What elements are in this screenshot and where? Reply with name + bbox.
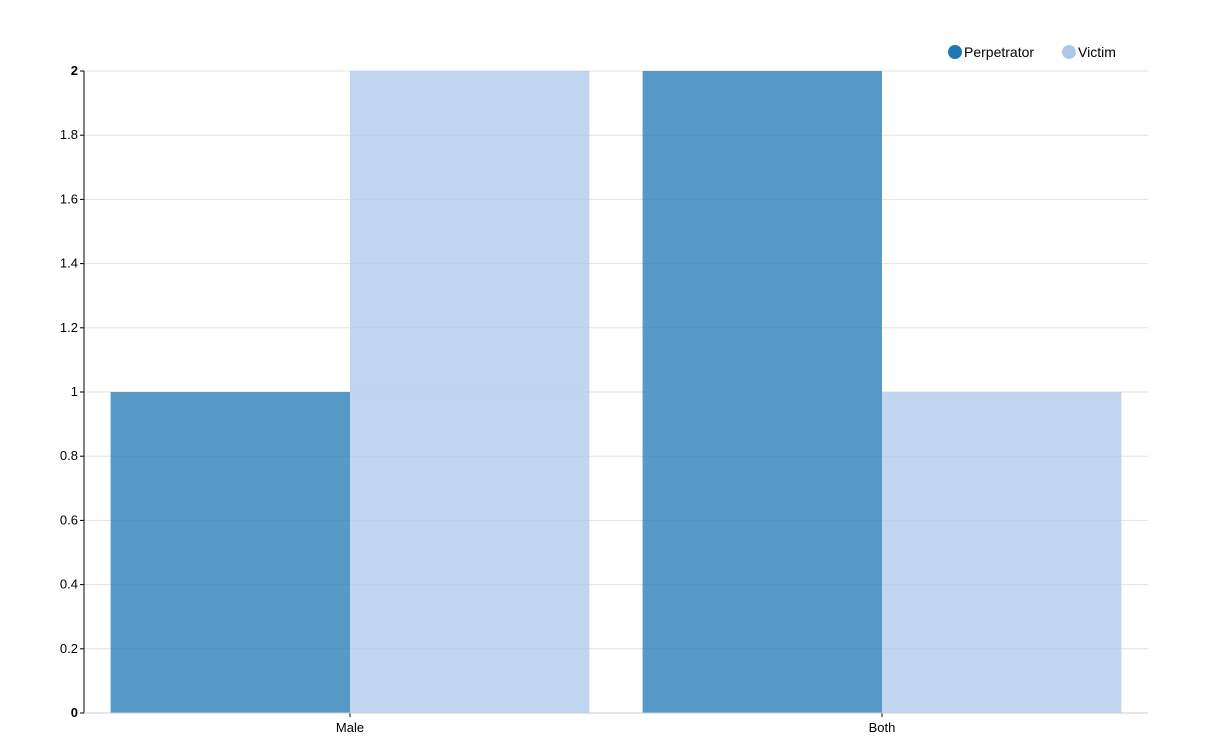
legend: Perpetrator Victim (948, 44, 1116, 60)
y-tick-label: 1 (71, 384, 78, 399)
legend-item-perpetrator[interactable]: Perpetrator (948, 44, 1034, 60)
legend-swatch (948, 45, 962, 59)
legend-item-victim[interactable]: Victim (1062, 44, 1116, 60)
axes: 0 0.2 0.4 0.6 0.8 1 1.2 1.4 1.6 1.8 2 Male Both (60, 63, 1148, 735)
legend-swatch (1062, 45, 1076, 59)
x-tick-label: Male (336, 720, 364, 735)
y-tick-label: 1.6 (60, 191, 78, 206)
bar-victim-both (882, 392, 1122, 713)
legend-label: Victim (1078, 44, 1116, 60)
legend-label: Perpetrator (964, 44, 1034, 60)
x-tick-label: Both (869, 720, 896, 735)
bars (110, 71, 1122, 713)
y-tick-label: 0.8 (60, 448, 78, 463)
y-tick-label: 1.2 (60, 320, 78, 335)
bar-perpetrator-both (642, 71, 882, 713)
y-tick-label: 0.6 (60, 512, 78, 527)
bar-perpetrator-male (110, 392, 350, 713)
bar-victim-male (350, 71, 590, 713)
y-tick-label: 0 (71, 705, 78, 720)
y-tick-label: 1.4 (60, 256, 78, 271)
y-tick-label: 2 (71, 63, 78, 78)
y-tick-label: 0.4 (60, 577, 78, 592)
y-tick-label: 1.8 (60, 127, 78, 142)
y-tick-label: 0.2 (60, 641, 78, 656)
